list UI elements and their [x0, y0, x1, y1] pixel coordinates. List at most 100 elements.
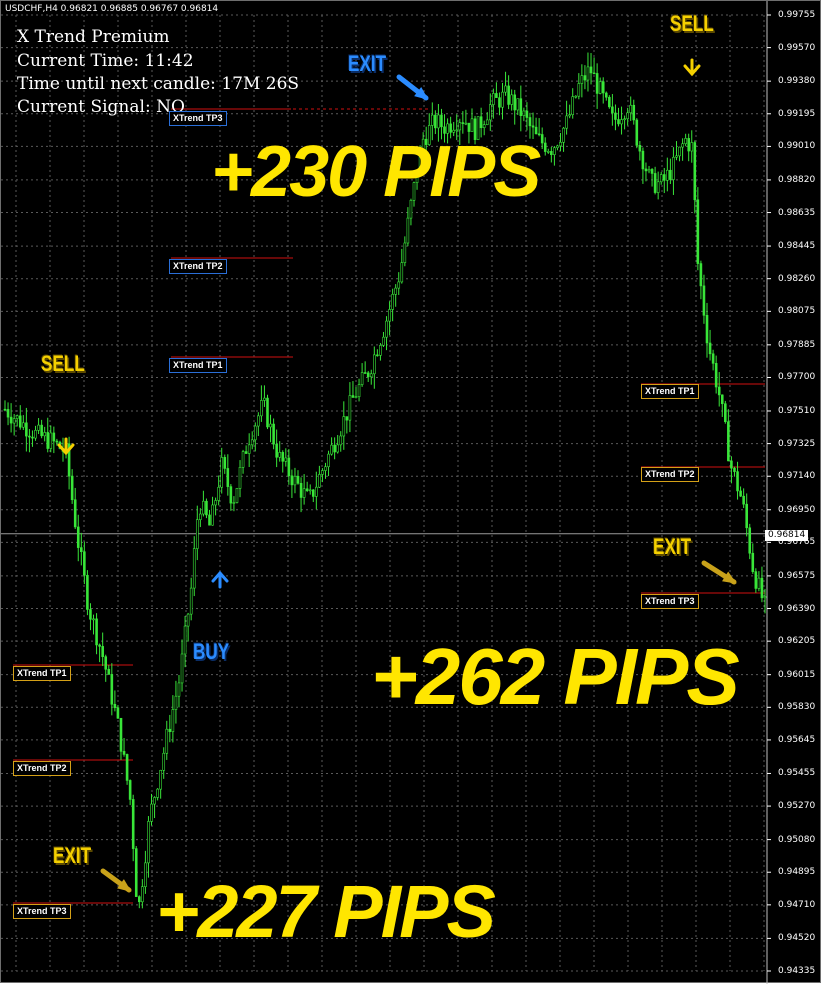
candle-body — [37, 424, 40, 431]
candle-body — [379, 345, 382, 356]
candle-body — [528, 117, 532, 127]
candle-body — [241, 451, 245, 468]
candle-body — [299, 483, 303, 498]
candle-body — [412, 182, 416, 201]
candle-body — [205, 500, 208, 516]
candle-body — [461, 122, 465, 124]
candle-body — [287, 457, 291, 477]
candle-body — [699, 263, 703, 287]
candle-body — [711, 353, 715, 364]
candle-body — [315, 486, 318, 497]
candle-body — [550, 151, 553, 156]
candle-body — [589, 66, 593, 74]
candle-body — [586, 66, 590, 81]
candle-body — [305, 488, 309, 491]
tp3-top-label: XTrend TP3 — [169, 111, 227, 126]
candle-body — [485, 119, 489, 125]
candle-body — [513, 94, 517, 111]
candle-body — [504, 85, 507, 93]
candle-body — [260, 400, 263, 417]
candle-body — [183, 625, 187, 655]
sell-arrow-right-icon — [683, 58, 701, 77]
candle-body — [141, 886, 144, 903]
candle-body — [650, 169, 654, 174]
candle-body — [49, 432, 53, 449]
candle-body — [720, 394, 724, 405]
tp3-right-label: XTrend TP3 — [641, 594, 699, 609]
candle-body — [385, 320, 388, 338]
candle-body — [489, 104, 492, 121]
candle-body — [357, 384, 361, 397]
candle-body — [540, 134, 544, 144]
candle-body — [641, 150, 645, 170]
candle-body — [327, 453, 330, 468]
candle-body — [446, 123, 449, 134]
candle-body — [537, 133, 541, 136]
candle-body — [507, 85, 510, 105]
y-tick-label: 0.96390 — [778, 603, 816, 614]
current-signal: Current Signal: NO — [17, 97, 185, 117]
candle-body — [199, 513, 202, 520]
y-tick-label: 0.98075 — [778, 306, 816, 317]
candle-body — [388, 309, 391, 322]
y-tick-label: 0.98820 — [778, 174, 816, 185]
y-tick-label: 0.99195 — [778, 108, 816, 119]
candle-body — [15, 415, 19, 419]
candle-body — [748, 527, 752, 554]
pips-227-callout: +227 PIPS — [156, 870, 496, 953]
candle-body — [382, 336, 385, 346]
candle-body — [22, 422, 25, 428]
candle-body — [543, 142, 547, 152]
candle-body — [18, 415, 22, 428]
candle-body — [608, 96, 611, 108]
candle-body — [455, 129, 459, 132]
candle-body — [482, 124, 486, 129]
candle-body — [647, 169, 651, 172]
candle-body — [565, 115, 568, 129]
candle-body — [244, 451, 248, 454]
candle-body — [464, 122, 468, 125]
candle-body — [360, 372, 364, 385]
candle-body — [458, 122, 462, 131]
indicator-title: X Trend Premium — [17, 27, 170, 47]
exit-signal-top: EXIT — [348, 51, 387, 76]
candle-body — [351, 395, 355, 398]
candle-body — [656, 181, 660, 193]
exit-signal-bottom-left: EXIT — [53, 843, 92, 868]
candle-body — [238, 467, 242, 489]
candle-body — [6, 409, 10, 418]
next-candle-timer: Time until next candle: 17M 26S — [17, 74, 300, 94]
candle-body — [336, 444, 339, 453]
current-price-tag: 0.96814 — [765, 530, 809, 541]
candle-body — [675, 155, 678, 158]
candle-body — [516, 98, 520, 111]
candle-body — [638, 145, 642, 152]
candle-body — [107, 668, 111, 675]
candle-body — [568, 114, 571, 117]
candle-body — [702, 285, 706, 316]
candle-body — [580, 75, 584, 84]
candle-body — [98, 644, 101, 647]
candle-body — [12, 418, 16, 424]
candle-body — [290, 475, 294, 486]
candle-body — [495, 93, 498, 98]
candle-body — [25, 422, 28, 437]
candle-body — [52, 432, 56, 442]
candle-body — [617, 119, 620, 125]
candle-body — [553, 147, 556, 156]
candle-body — [220, 457, 224, 488]
candle-body — [177, 682, 181, 697]
candle-body — [510, 94, 513, 105]
candle-body — [125, 754, 129, 781]
candle-body — [293, 475, 297, 486]
candle-body — [754, 571, 758, 589]
candle-body — [34, 430, 37, 439]
candle-body — [257, 415, 260, 427]
candle-body — [284, 457, 288, 462]
exit-arrow-top-icon — [396, 74, 429, 101]
candle-body — [714, 363, 718, 388]
candle-body — [431, 114, 434, 126]
candle-body — [318, 474, 321, 488]
candle-body — [308, 489, 312, 492]
